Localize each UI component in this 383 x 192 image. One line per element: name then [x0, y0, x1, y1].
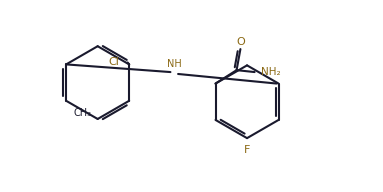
Text: NH: NH — [167, 59, 182, 69]
Text: O: O — [236, 37, 245, 47]
Text: NH₂: NH₂ — [262, 67, 281, 77]
Text: Cl: Cl — [108, 57, 119, 67]
Text: CH₃: CH₃ — [74, 108, 92, 118]
Text: F: F — [244, 145, 250, 155]
